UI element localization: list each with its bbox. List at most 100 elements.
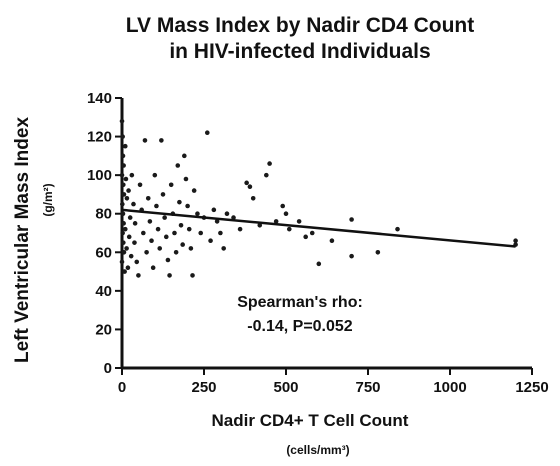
- point: [121, 192, 127, 197]
- point: [224, 211, 230, 217]
- x-tick-label: 250: [191, 379, 216, 396]
- point: [119, 259, 125, 265]
- point: [149, 238, 154, 244]
- point: [257, 222, 263, 228]
- point: [208, 238, 213, 244]
- point: [177, 199, 182, 205]
- point: [283, 211, 289, 217]
- point: [250, 195, 256, 201]
- x-tick-label: 750: [355, 379, 380, 396]
- point: [309, 230, 315, 236]
- point: [131, 201, 136, 207]
- x-tick-label: 500: [273, 379, 298, 396]
- point: [173, 249, 179, 255]
- point: [119, 172, 125, 178]
- chart-title: in HIV-infected Individuals: [169, 40, 430, 63]
- y-axis-label: Left Ventricular Mass Index: [12, 117, 33, 363]
- point: [273, 219, 279, 224]
- point: [120, 211, 126, 217]
- point: [247, 184, 253, 190]
- point: [190, 273, 195, 278]
- point: [267, 161, 272, 166]
- point: [122, 226, 128, 232]
- point: [218, 230, 223, 236]
- y-tick-label: 40: [95, 283, 112, 300]
- point: [119, 118, 125, 124]
- annotation: Spearman's rho:: [237, 294, 363, 311]
- chart-title: LV Mass Index by Nadir CD4 Count: [126, 14, 475, 37]
- point: [349, 253, 354, 259]
- point: [120, 201, 125, 207]
- point: [303, 234, 308, 240]
- point: [121, 182, 126, 188]
- point: [264, 172, 269, 178]
- point: [155, 226, 161, 232]
- point: [186, 226, 192, 232]
- point: [120, 134, 125, 139]
- point: [150, 265, 156, 271]
- point: [120, 153, 126, 159]
- point: [142, 138, 148, 143]
- x-tick-label: 1000: [433, 379, 466, 396]
- point: [178, 222, 184, 228]
- point: [204, 130, 210, 136]
- point: [195, 211, 200, 217]
- point: [132, 240, 137, 245]
- point: [214, 219, 220, 224]
- y-tick-label: 120: [87, 129, 112, 146]
- point: [152, 172, 158, 178]
- y-axis-unit: (g/m²): [41, 183, 55, 216]
- point: [237, 226, 243, 232]
- point: [188, 246, 194, 251]
- point: [395, 226, 400, 232]
- point: [221, 246, 226, 251]
- point: [124, 195, 130, 201]
- point: [137, 182, 143, 188]
- point: [120, 230, 125, 236]
- y-tick-label: 60: [95, 244, 112, 261]
- point: [123, 176, 129, 182]
- point: [183, 176, 189, 182]
- point: [185, 203, 190, 209]
- trendline: [121, 208, 516, 248]
- point: [244, 180, 249, 186]
- y-tick-label: 80: [95, 206, 112, 223]
- y-tick-label: 20: [95, 321, 112, 338]
- point: [122, 269, 127, 274]
- point: [126, 234, 132, 240]
- point: [211, 207, 217, 213]
- point: [127, 215, 133, 220]
- point: [167, 273, 172, 278]
- x-tick-label: 1250: [515, 379, 548, 396]
- point: [132, 221, 138, 226]
- point: [136, 273, 141, 278]
- point: [144, 249, 149, 255]
- point: [157, 246, 163, 251]
- point: [198, 230, 204, 236]
- point: [329, 238, 335, 244]
- point: [175, 163, 181, 168]
- point: [141, 230, 146, 236]
- point: [134, 259, 140, 265]
- point: [349, 217, 354, 222]
- y-tick-label: 0: [104, 360, 112, 377]
- point: [125, 265, 131, 271]
- point: [121, 221, 126, 226]
- point: [163, 234, 169, 240]
- point: [128, 253, 134, 259]
- point: [191, 188, 197, 193]
- point: [180, 242, 185, 247]
- x-axis-label: Nadir CD4+ T Cell Count: [212, 411, 409, 430]
- y-tick-label: 100: [87, 167, 112, 184]
- annotation: -0.14, P=0.052: [247, 318, 353, 335]
- point: [172, 230, 177, 236]
- point: [280, 203, 286, 209]
- point: [286, 226, 292, 232]
- point: [121, 240, 126, 245]
- point: [168, 182, 174, 188]
- point: [182, 153, 187, 159]
- point: [165, 257, 171, 263]
- point: [154, 203, 159, 209]
- point: [162, 215, 167, 220]
